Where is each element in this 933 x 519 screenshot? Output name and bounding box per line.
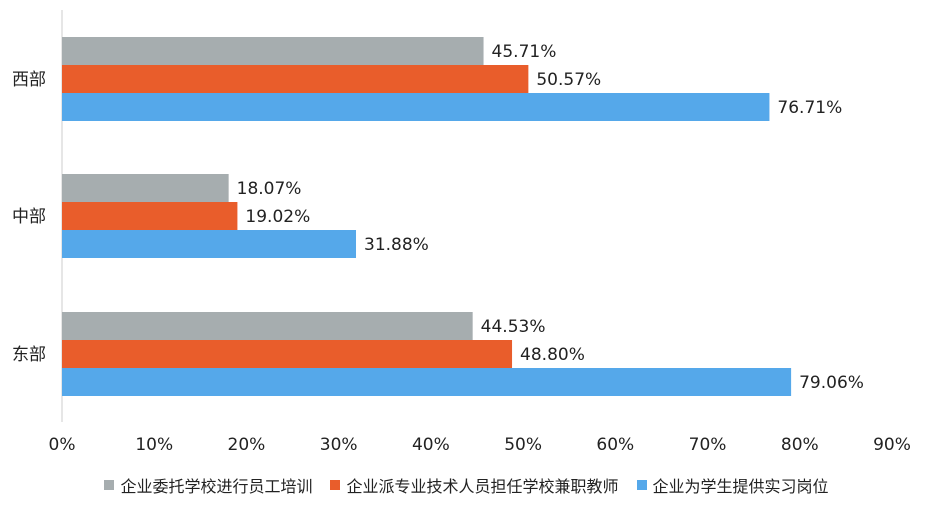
legend-swatch-part-time-teachers	[330, 480, 341, 490]
bar-chart: 45.71% 50.57% 76.71% 西部 18.07% 19.02% 31.88% 中部…	[12, 10, 911, 455]
bar-东部-series-1	[62, 340, 513, 368]
legend-label-internships: 企业为学生提供实习岗位	[652, 477, 829, 496]
x-tick-label-5: 50%	[504, 435, 542, 455]
bar-中部-series-0	[62, 174, 229, 202]
bar-东部-series-2	[62, 368, 792, 396]
x-tick-label-7: 70%	[689, 435, 727, 455]
category-label-0: 西部	[12, 70, 46, 90]
bar-中部-series-2	[62, 230, 357, 258]
x-tick-label-1: 10%	[135, 435, 173, 455]
legend-swatch-internships	[636, 480, 647, 490]
data-label-西部-series-1: 50.57%	[536, 70, 601, 90]
legend-item-part-time-teachers: 企业派专业技术人员担任学校兼职教师	[330, 473, 619, 497]
x-tick-label-4: 40%	[412, 435, 450, 455]
bar-西部-series-2	[62, 93, 770, 121]
legend-item-training: 企业委托学校进行员工培训	[104, 473, 312, 497]
bar-中部-series-1	[62, 202, 238, 230]
legend-label-training: 企业委托学校进行员工培训	[120, 477, 313, 496]
legend-swatch-training	[104, 480, 115, 490]
data-label-东部-series-0: 44.53%	[481, 317, 546, 337]
bar-东部-series-0	[62, 312, 473, 340]
data-label-西部-series-0: 45.71%	[492, 42, 557, 62]
legend-label-part-time-teachers: 企业派专业技术人员担任学校兼职教师	[346, 477, 619, 496]
data-label-东部-series-1: 48.80%	[520, 345, 585, 365]
bar-西部-series-0	[62, 37, 484, 65]
data-label-中部-series-0: 18.07%	[237, 179, 302, 199]
legend: 企业委托学校进行员工培训 企业派专业技术人员担任学校兼职教师 企业为学生提供实习…	[0, 470, 933, 500]
data-label-中部-series-1: 19.02%	[245, 207, 310, 227]
x-tick-label-3: 30%	[320, 435, 358, 455]
data-label-中部-series-2: 31.88%	[364, 235, 429, 255]
x-tick-label-8: 80%	[781, 435, 819, 455]
x-tick-label-6: 60%	[596, 435, 634, 455]
legend-item-internships: 企业为学生提供实习岗位	[636, 473, 829, 497]
data-label-东部-series-2: 79.06%	[799, 373, 864, 393]
category-label-2: 东部	[12, 345, 46, 365]
data-label-西部-series-2: 76.71%	[777, 98, 842, 118]
x-tick-label-2: 20%	[228, 435, 266, 455]
x-tick-label-9: 90%	[873, 435, 911, 455]
bar-西部-series-1	[62, 65, 529, 93]
x-tick-label-0: 0%	[49, 435, 76, 455]
category-label-1: 中部	[12, 207, 46, 227]
